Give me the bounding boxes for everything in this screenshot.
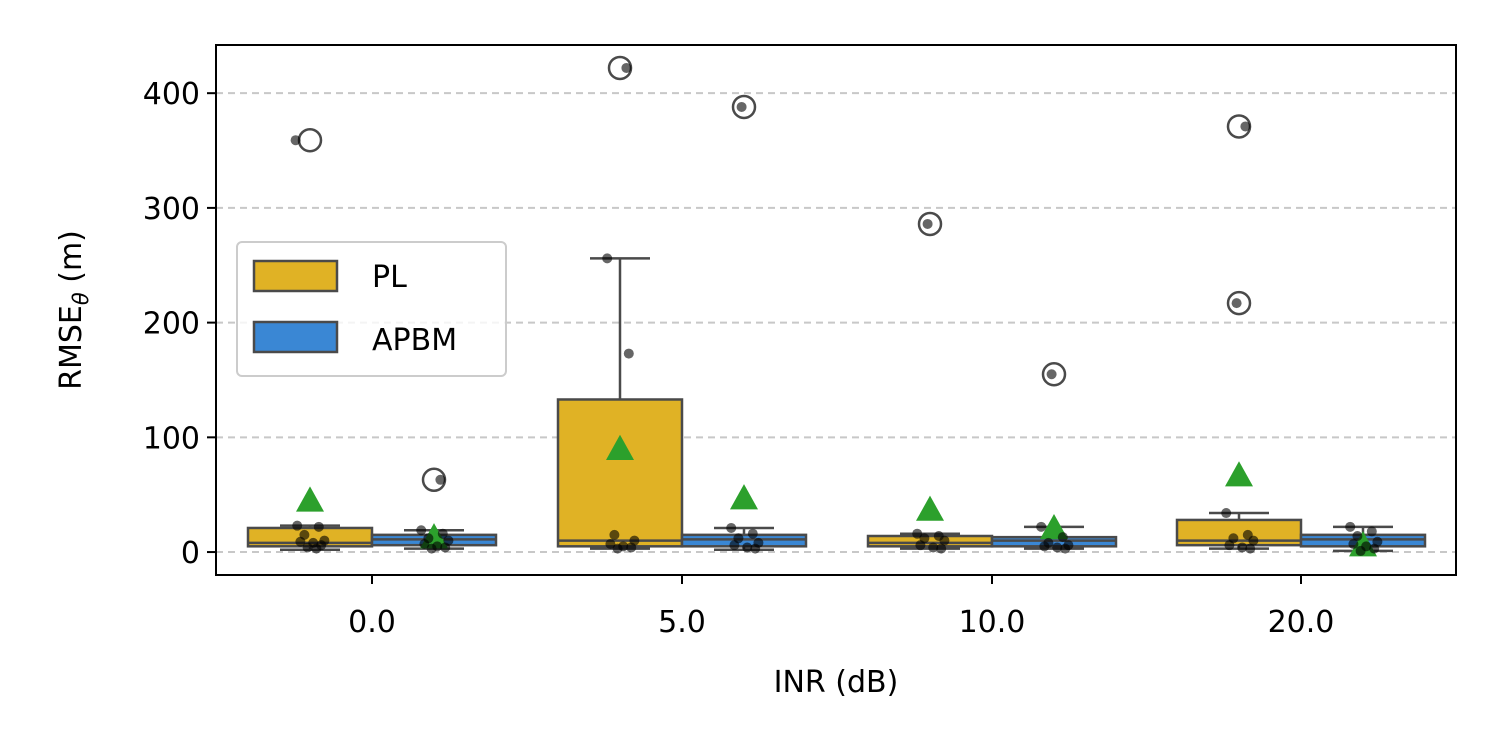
mean-marker [1225, 461, 1253, 487]
x-axis-label: INR (dB) [774, 665, 899, 700]
data-point-6 [1369, 543, 1380, 554]
data-point-4 [605, 539, 616, 550]
data-point-7 [302, 542, 313, 553]
data-point-1 [313, 521, 324, 532]
data-point-0 [912, 528, 923, 539]
legend-label-pl: PL [372, 260, 407, 295]
axes-frame [215, 44, 1457, 576]
y-tick-label-300: 300 [143, 192, 200, 227]
data-point-8 [435, 474, 446, 485]
box-body [556, 398, 684, 548]
x-axis: 0.0 5.0 10.0 20.0 [348, 575, 1334, 640]
data-point-4 [1039, 541, 1050, 552]
flier-0 [731, 94, 757, 120]
mean-marker [296, 486, 324, 512]
legend-swatch-apbm [252, 320, 339, 354]
legend-label-apbm: APBM [372, 323, 457, 358]
legend: PL APBM [236, 241, 507, 377]
y-tick-label-200: 200 [143, 307, 200, 342]
x-tick-label-10.0: 10.0 [959, 605, 1026, 640]
data-point-8 [1240, 121, 1251, 132]
data-point-5 [742, 542, 753, 553]
data-point-3 [939, 535, 950, 546]
data-point-5 [928, 542, 939, 553]
box-apbm-10.0 [990, 361, 1118, 554]
data-point-1 [1366, 526, 1377, 537]
legend-swatch-pl [252, 259, 339, 293]
data-point-6 [626, 542, 637, 553]
box-pl-5.0 [556, 55, 684, 554]
data-point-4 [419, 539, 430, 550]
y-axis-label: RMSEθ (m) [54, 230, 93, 390]
box-apbm-0.0 [370, 467, 498, 554]
data-point-1 [623, 348, 634, 359]
data-point-8 [621, 62, 632, 73]
x-tick-label-0.0: 0.0 [348, 605, 396, 640]
box-pl-20.0 [1175, 114, 1303, 554]
mean-marker [606, 434, 634, 461]
flier-1 [1226, 290, 1252, 316]
data-point-7 [1355, 545, 1366, 556]
data-point-5 [1237, 542, 1248, 553]
data-point-8 [311, 543, 322, 554]
data-point-3 [1248, 535, 1259, 546]
data-point-7 [736, 101, 747, 112]
data-point-7 [612, 543, 623, 554]
data-point-0 [416, 525, 427, 536]
data-point-5 [1052, 542, 1063, 553]
data-point-0 [292, 520, 303, 531]
data-point-4 [729, 540, 740, 551]
data-point-6 [1245, 543, 1256, 554]
data-point-2 [609, 529, 620, 540]
y-axis-label-unit: (m) [54, 230, 89, 292]
data-point-4 [1348, 539, 1359, 550]
data-point-7 [1231, 298, 1242, 309]
y-axis-label-sub: θ [69, 292, 93, 305]
plot-area [246, 55, 1427, 557]
y-tick-label-400: 400 [143, 77, 200, 112]
data-point-6 [750, 543, 761, 554]
data-point-0 [1036, 521, 1047, 532]
flier-0 [1041, 361, 1067, 387]
data-point-7 [1046, 369, 1057, 380]
data-point-4 [1224, 540, 1235, 551]
mean-marker [916, 495, 944, 521]
y-axis-label-main: RMSE [54, 305, 89, 390]
data-point-6 [936, 543, 947, 554]
data-point-6 [440, 542, 451, 553]
data-point-4 [295, 536, 306, 547]
data-point-7 [922, 218, 933, 229]
mean-marker [730, 484, 758, 510]
data-point-0 [1221, 508, 1232, 519]
data-point-7 [426, 543, 437, 554]
box-apbm-5.0 [680, 94, 808, 554]
x-tick-label-20.0: 20.0 [1268, 605, 1335, 640]
y-tick-label-100: 100 [143, 421, 200, 456]
data-point-2 [1352, 530, 1363, 541]
data-point-6 [1060, 543, 1071, 554]
data-point-9 [290, 135, 301, 146]
box-apbm-20.0 [1299, 521, 1427, 557]
data-point-0 [602, 253, 613, 264]
data-point-0 [1345, 521, 1356, 532]
data-point-0 [726, 522, 737, 533]
data-point-4 [915, 540, 926, 551]
data-point-1 [1057, 532, 1068, 543]
flier-0 [917, 211, 943, 237]
x-tick-label-5.0: 5.0 [658, 605, 706, 640]
y-tick-label-0: 0 [181, 536, 200, 571]
data-point-1 [437, 528, 448, 539]
y-axis: 0 100 200 300 400 [143, 77, 216, 571]
data-point-1 [747, 528, 758, 539]
